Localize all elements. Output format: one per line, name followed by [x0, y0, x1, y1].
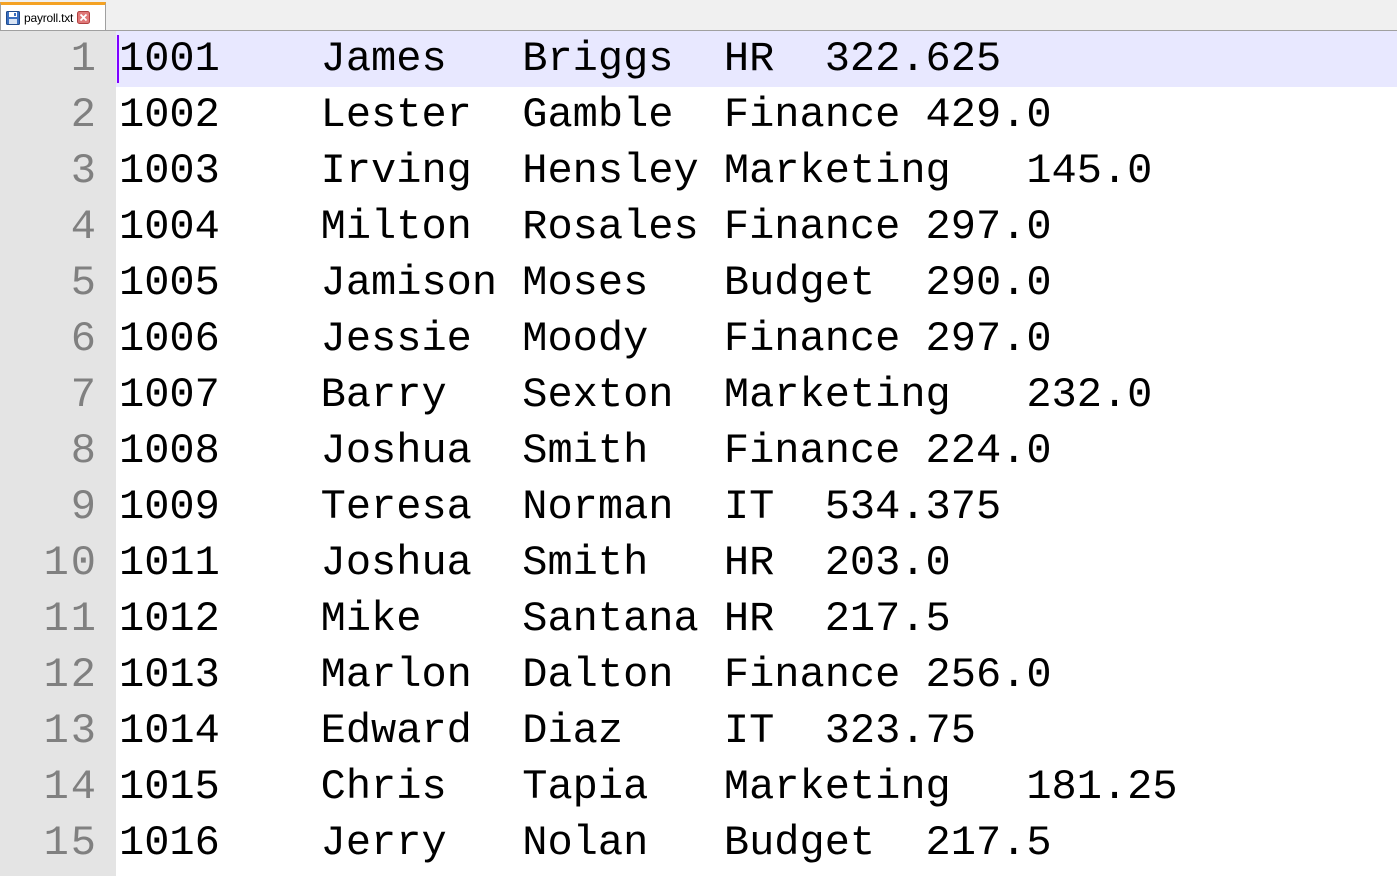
text-line[interactable]: 1014 Edward Diaz IT 323.75 — [116, 703, 1397, 759]
text-line[interactable]: 1007 Barry Sexton Marketing 232.0 — [116, 367, 1397, 423]
line-text: 1008 Joshua Smith Finance 224.0 — [119, 427, 1052, 475]
line-number: 4 — [70, 203, 98, 251]
tab-payroll[interactable]: payroll.txt — [0, 2, 106, 30]
line-text: 1016 Jerry Nolan Budget 217.5 — [119, 819, 1052, 867]
line-number: 7 — [70, 371, 98, 419]
text-line[interactable]: 1005 Jamison Moses Budget 290.0 — [116, 255, 1397, 311]
text-line[interactable]: 1011 Joshua Smith HR 203.0 — [116, 535, 1397, 591]
text-line[interactable]: 1013 Marlon Dalton Finance 256.0 — [116, 647, 1397, 703]
line-number: 14 — [43, 763, 98, 811]
line-text: 1001 James Briggs HR 322.625 — [119, 35, 1002, 83]
line-number-gutter[interactable]: 1 2 3 4 5 6 7 8 9 10 11 12 13 14 15 — [0, 31, 116, 876]
text-line[interactable]: 1006 Jessie Moody Finance 297.0 — [116, 311, 1397, 367]
line-text: 1006 Jessie Moody Finance 297.0 — [119, 315, 1052, 363]
line-text: 1011 Joshua Smith HR 203.0 — [119, 539, 951, 587]
line-text: 1015 Chris Tapia Marketing 181.25 — [119, 763, 1178, 811]
text-line[interactable]: 1003 Irving Hensley Marketing 145.0 — [116, 143, 1397, 199]
text-line[interactable]: 1002 Lester Gamble Finance 429.0 — [116, 87, 1397, 143]
line-number: 1 — [70, 35, 98, 83]
text-line[interactable]: 1009 Teresa Norman IT 534.375 — [116, 479, 1397, 535]
line-text: 1003 Irving Hensley Marketing 145.0 — [119, 147, 1153, 195]
line-text: 1007 Barry Sexton Marketing 232.0 — [119, 371, 1153, 419]
line-number: 9 — [70, 483, 98, 531]
save-icon — [6, 10, 20, 25]
text-line[interactable]: 1015 Chris Tapia Marketing 181.25 — [116, 759, 1397, 815]
tab-bar: payroll.txt — [0, 0, 1397, 31]
line-number: 3 — [70, 147, 98, 195]
line-number: 2 — [70, 91, 98, 139]
line-number: 6 — [70, 315, 98, 363]
text-line[interactable]: 1012 Mike Santana HR 217.5 — [116, 591, 1397, 647]
line-text: 1004 Milton Rosales Finance 297.0 — [119, 203, 1052, 251]
line-number: 11 — [43, 595, 98, 643]
code-area[interactable]: 1001 James Briggs HR 322.625 1002 Lester … — [116, 31, 1397, 876]
tab-title: payroll.txt — [24, 10, 74, 25]
line-text: 1013 Marlon Dalton Finance 256.0 — [119, 651, 1052, 699]
text-caret — [117, 35, 119, 83]
line-text: 1009 Teresa Norman IT 534.375 — [119, 483, 1002, 531]
line-number: 5 — [70, 259, 98, 307]
line-number: 13 — [43, 707, 98, 755]
close-icon[interactable] — [77, 11, 91, 24]
text-editor[interactable]: 1 2 3 4 5 6 7 8 9 10 11 12 13 14 15 1001 James Briggs … — [0, 31, 1397, 876]
line-text: 1012 Mike Santana HR 217.5 — [119, 595, 951, 643]
text-line[interactable]: 1008 Joshua Smith Finance 224.0 — [116, 423, 1397, 479]
line-text: 1002 Lester Gamble Finance 429.0 — [119, 91, 1052, 139]
line-text: 1005 Jamison Moses Budget 290.0 — [119, 259, 1052, 307]
line-text: 1014 Edward Diaz IT 323.75 — [119, 707, 976, 755]
text-line[interactable]: 1004 Milton Rosales Finance 297.0 — [116, 199, 1397, 255]
text-line[interactable]: 1001 James Briggs HR 322.625 — [116, 31, 1397, 87]
line-number: 15 — [43, 819, 98, 867]
line-number: 12 — [43, 651, 98, 699]
line-number: 8 — [70, 427, 98, 475]
line-number: 10 — [43, 539, 98, 587]
text-line[interactable]: 1016 Jerry Nolan Budget 217.5 — [116, 815, 1397, 871]
